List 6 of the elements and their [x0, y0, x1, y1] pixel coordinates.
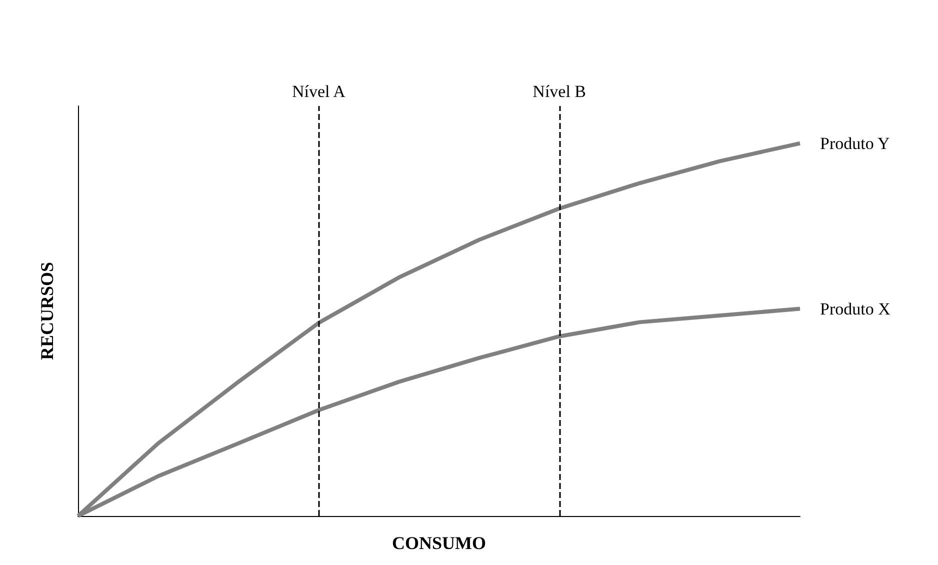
x-axis-title: CONSUMO [392, 533, 486, 553]
text: Nível A [292, 82, 346, 101]
text: Nível B [532, 82, 586, 101]
series-label: Produto Y [820, 134, 890, 153]
y-axis-title: RECURSOS [37, 262, 57, 360]
series-label: Produto X [820, 299, 890, 318]
